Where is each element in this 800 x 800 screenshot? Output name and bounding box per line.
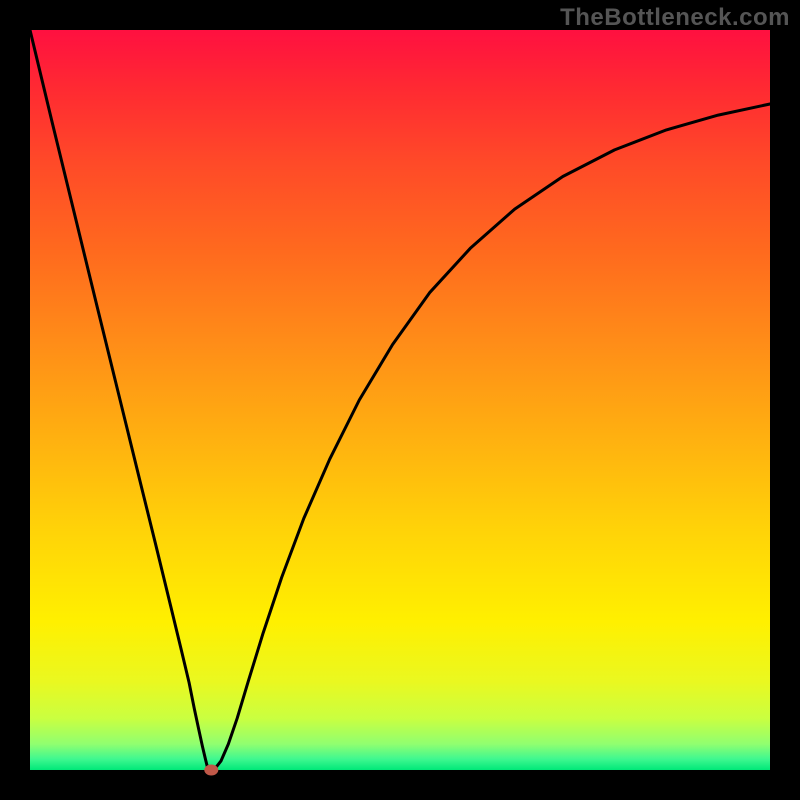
plot-background-gradient [30, 30, 770, 770]
bottleneck-chart [0, 0, 800, 800]
watermark-text: TheBottleneck.com [560, 4, 790, 32]
chart-container: { "watermark": { "text": "TheBottleneck.… [0, 0, 800, 800]
optimum-marker [204, 765, 218, 776]
